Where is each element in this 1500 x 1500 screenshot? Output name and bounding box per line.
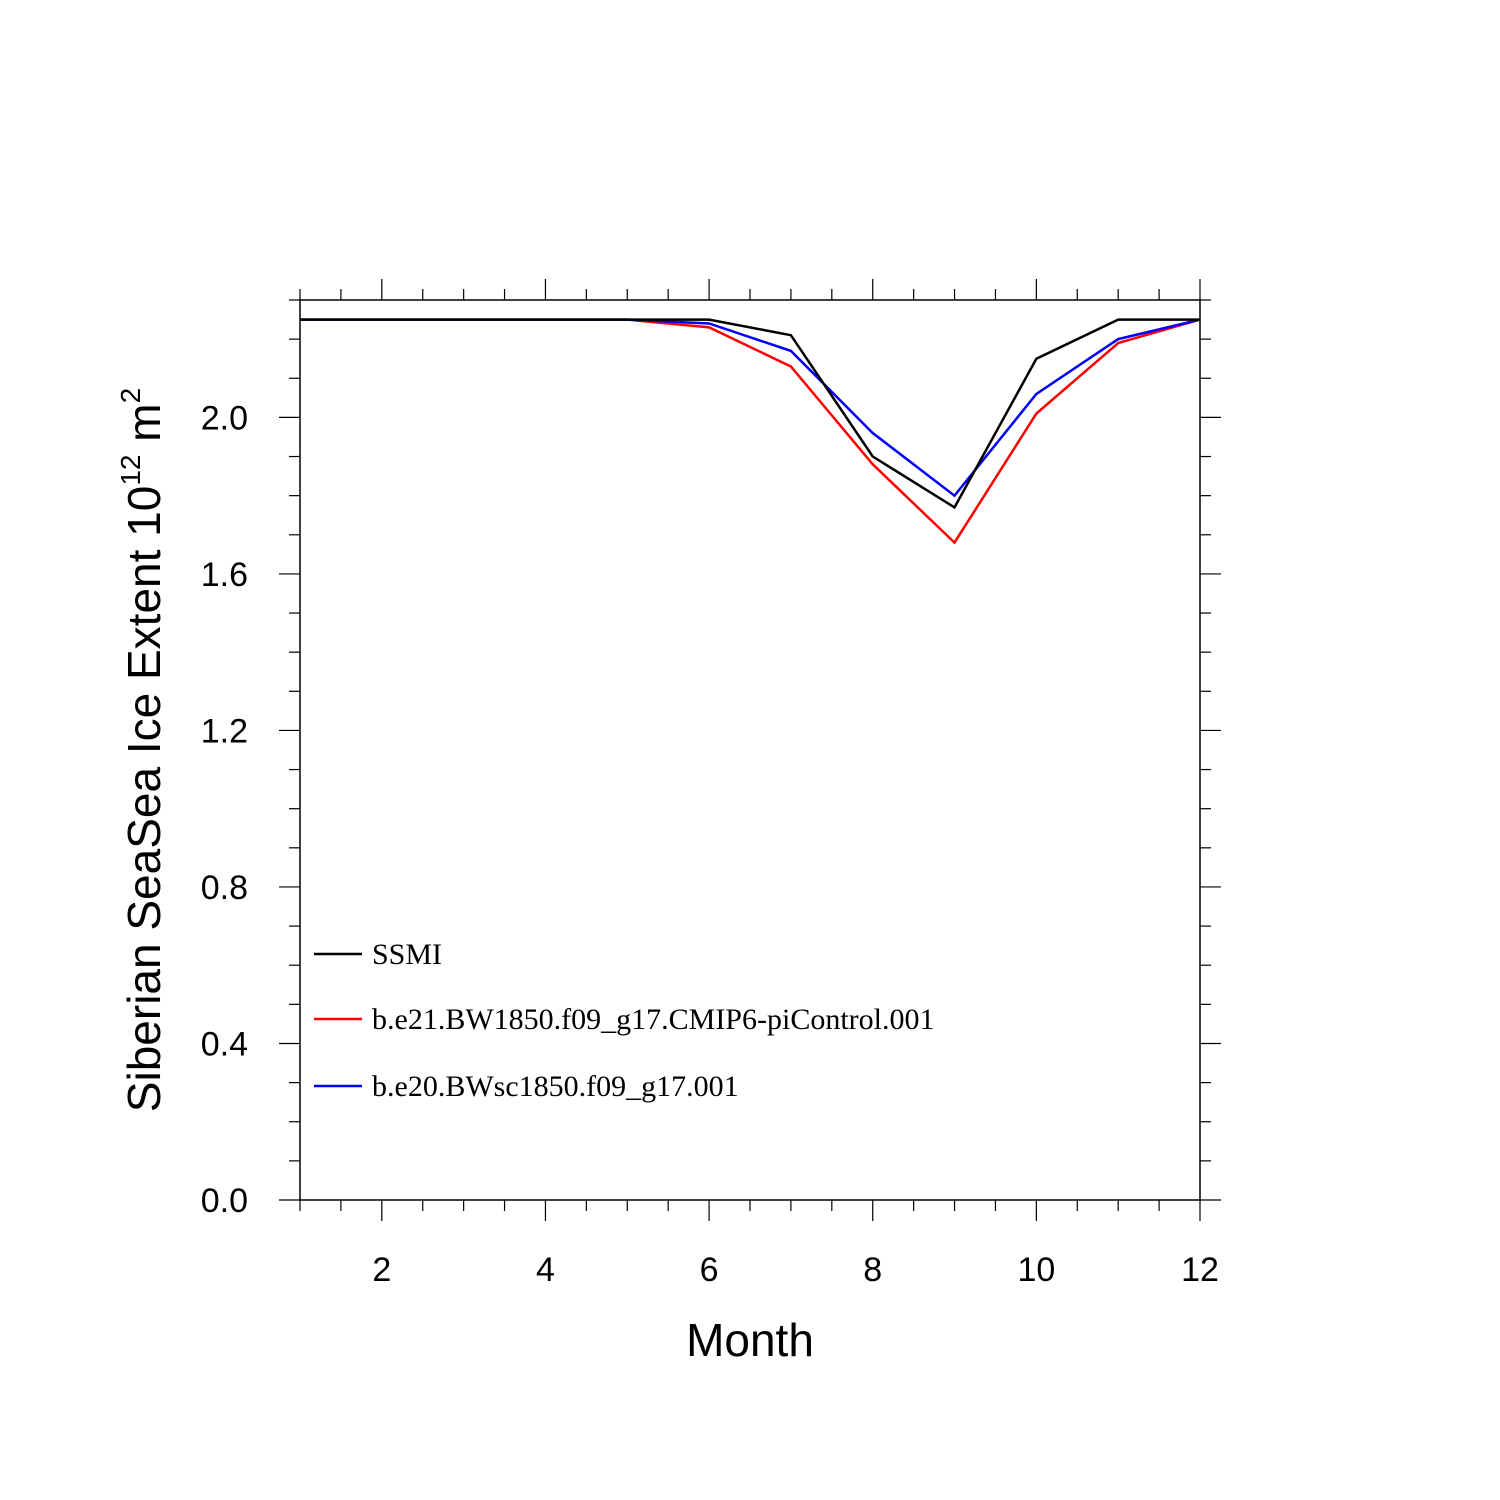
y-axis-title: Siberian SeaSea Ice Extent 1012 m2 <box>115 388 170 1112</box>
y-axis-title-main: Siberian SeaSea Ice Extent 10 <box>118 486 170 1113</box>
y-axis-title-exponent: 12 <box>115 455 146 486</box>
legend-entry-picontrol: b.e21.BW1850.f09_g17.CMIP6-piControl.001 <box>314 1003 935 1036</box>
series-line-0 <box>300 318 1200 510</box>
plot-frame <box>299 299 1201 1201</box>
x-tick-labels: 2 4 6 8 10 12 <box>372 1251 1219 1289</box>
y-tick-label: 1.6 <box>201 556 248 594</box>
y-tick-label: 0.8 <box>201 869 248 907</box>
series-lines <box>300 318 1201 545</box>
legend-label-picontrol: b.e21.BW1850.f09_g17.CMIP6-piControl.001 <box>372 1003 935 1036</box>
legend: SSMI b.e21.BW1850.f09_g17.CMIP6-piContro… <box>314 938 935 1103</box>
legend-entry-bwsc1850: b.e20.BWsc1850.f09_g17.001 <box>314 1070 739 1103</box>
x-tick-label: 6 <box>700 1251 719 1289</box>
x-tick-label: 12 <box>1181 1251 1219 1289</box>
y-axis-title-unit-exponent: 2 <box>115 388 146 404</box>
x-axis-title: Month <box>686 1314 814 1366</box>
y-tick-label: 0.0 <box>201 1182 248 1220</box>
x-tick-label: 8 <box>863 1251 882 1289</box>
minor-ticks <box>289 289 1211 1211</box>
y-tick-labels: 0.0 0.4 0.8 1.2 1.6 2.0 <box>201 399 248 1220</box>
x-tick-label: 4 <box>536 1251 555 1289</box>
y-axis-title-unit: m <box>118 403 170 454</box>
series-line-1 <box>300 318 1201 545</box>
legend-label-bwsc1850: b.e20.BWsc1850.f09_g17.001 <box>372 1070 739 1103</box>
y-tick-label: 1.2 <box>201 712 248 750</box>
legend-entry-ssmi: SSMI <box>314 938 442 971</box>
major-ticks <box>279 279 1221 1221</box>
legend-label-ssmi: SSMI <box>372 938 442 971</box>
x-tick-label: 2 <box>372 1251 391 1289</box>
x-tick-label: 10 <box>1017 1251 1055 1289</box>
y-tick-label: 2.0 <box>201 399 248 437</box>
y-tick-label: 0.4 <box>201 1025 248 1063</box>
